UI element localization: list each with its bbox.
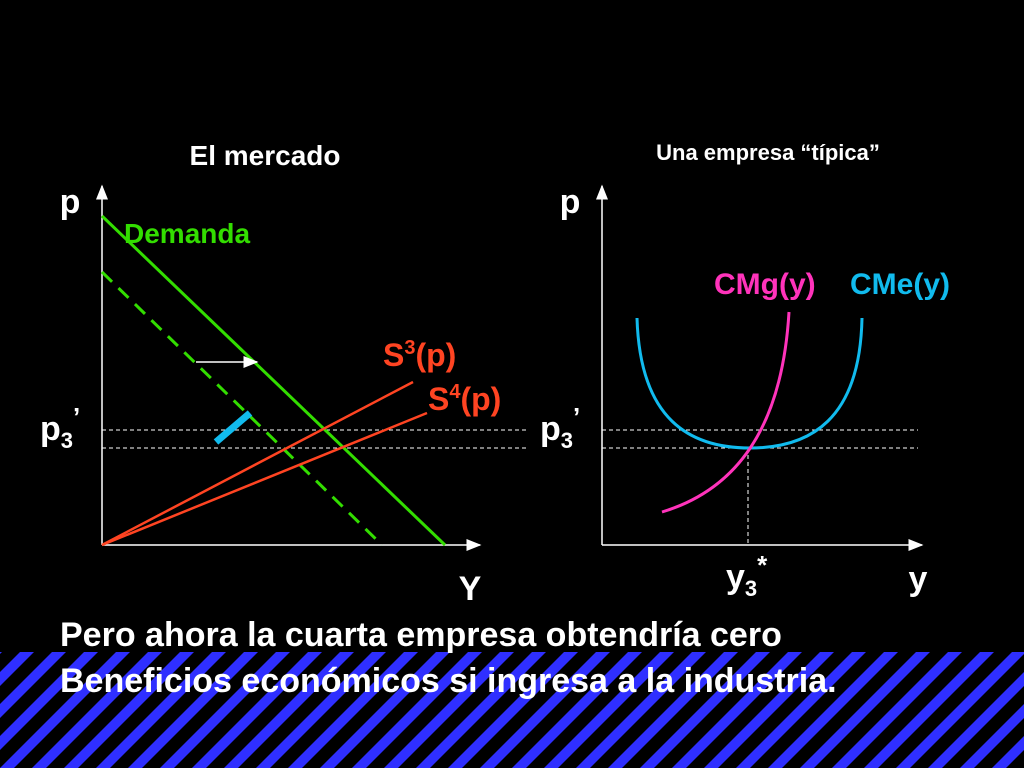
stripe bbox=[0, 652, 130, 768]
stripe bbox=[0, 652, 34, 686]
stripe bbox=[832, 652, 962, 768]
demand-label: Demanda bbox=[124, 218, 250, 249]
market-chart: El mercado p Yp3’ Demanda S3(p) S4(p) bbox=[40, 140, 527, 608]
firm-title: Una empresa “típica” bbox=[656, 140, 880, 165]
caption-line-1: Pero ahora la cuarta empresa obtendría c… bbox=[60, 616, 782, 654]
stripe bbox=[32, 652, 162, 768]
previous-demand-line bbox=[100, 270, 384, 547]
firm-quantity-label: y3* bbox=[726, 550, 768, 601]
supply-s3-label: S3(p) bbox=[383, 337, 456, 373]
stripe bbox=[0, 652, 98, 750]
stripe bbox=[0, 652, 66, 718]
stripe bbox=[384, 652, 514, 768]
stripe bbox=[96, 652, 226, 768]
cme-curve bbox=[635, 317, 864, 450]
stripe bbox=[224, 652, 354, 768]
stripe bbox=[448, 652, 578, 768]
stripe bbox=[320, 652, 450, 768]
supply-s4-line bbox=[101, 411, 428, 547]
stripe bbox=[736, 652, 866, 768]
stripe bbox=[256, 652, 386, 768]
stripe bbox=[480, 652, 610, 768]
caption: Pero ahora la cuarta empresa obtendría c… bbox=[60, 612, 837, 704]
cme-label: CMe(y) bbox=[850, 268, 950, 301]
stripe bbox=[128, 652, 258, 768]
stripe bbox=[928, 672, 1024, 768]
stripe-mask bbox=[0, 600, 1024, 652]
demand-line bbox=[100, 214, 447, 547]
cmg-label: CMg(y) bbox=[714, 268, 816, 301]
stripe bbox=[992, 736, 1024, 768]
stripe bbox=[544, 652, 674, 768]
supply-s3-line bbox=[101, 380, 414, 547]
shift-marker bbox=[213, 410, 253, 445]
cmg-curve bbox=[661, 311, 791, 514]
caption-line-2: Beneficios económicos si ingresa a la in… bbox=[60, 662, 837, 700]
stripe bbox=[800, 652, 930, 768]
stripe bbox=[192, 652, 322, 768]
stripe bbox=[672, 652, 802, 768]
stripe bbox=[64, 652, 194, 768]
stripe bbox=[576, 652, 706, 768]
stripe bbox=[512, 652, 642, 768]
stripe bbox=[640, 652, 770, 768]
market-title: El mercado bbox=[190, 140, 341, 171]
firm-chart: Una empresa “típica” p y p3’ y3* CMg(y) CMe(y) bbox=[540, 140, 950, 601]
stripe bbox=[896, 652, 1024, 768]
stripe bbox=[352, 652, 482, 768]
stripe bbox=[960, 704, 1024, 768]
firm-price-label: p3’ bbox=[540, 402, 580, 453]
market-x-label: Y bbox=[459, 570, 482, 608]
firm-y-label: p bbox=[560, 183, 581, 221]
stripe bbox=[768, 652, 898, 768]
market-y-label: p bbox=[60, 183, 81, 221]
supply-s4-label: S4(p) bbox=[428, 381, 501, 417]
stripe bbox=[416, 652, 546, 768]
firm-x-label: y bbox=[909, 560, 928, 598]
stripe bbox=[608, 652, 738, 768]
market-price-label: p3’ bbox=[40, 402, 80, 453]
stripe bbox=[864, 652, 994, 768]
stripe bbox=[288, 652, 418, 768]
stripe bbox=[704, 652, 834, 768]
stripe bbox=[0, 652, 2, 654]
stripe bbox=[160, 652, 290, 768]
